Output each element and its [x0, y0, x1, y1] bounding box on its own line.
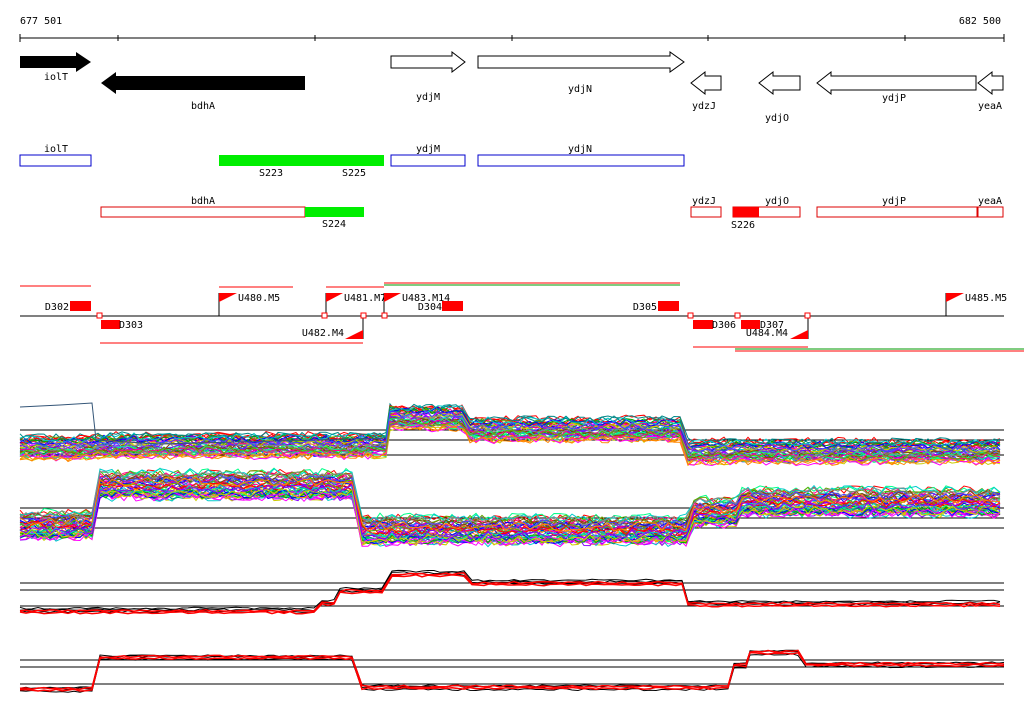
feature-label-D302: D302 — [45, 302, 69, 313]
feature-label-D306: D306 — [712, 320, 736, 331]
feature-U482[interactable] — [345, 330, 363, 339]
minus-box-label-bdhA: bdhA — [191, 196, 215, 207]
feature-D302[interactable] — [70, 301, 91, 311]
segment-S226[interactable] — [733, 207, 759, 217]
gene-label-yeaA: yeaA — [978, 101, 1002, 112]
gene-label-ydjN: ydjN — [568, 84, 592, 95]
feature-D307[interactable] — [741, 320, 760, 329]
segment-S223-S225[interactable] — [219, 155, 384, 166]
minus-box-yeaA[interactable] — [977, 206, 1004, 218]
minus-box-bdhA[interactable] — [100, 206, 306, 218]
gene-label-bdhA: bdhA — [191, 101, 215, 112]
minus-strand-track: bdhA ydzJ ydjO ydjP yeaA S224 S226 — [100, 196, 1004, 231]
gene-label-iolT: iolT — [44, 72, 68, 83]
feature-D303[interactable] — [101, 320, 120, 329]
transcript-feature-track: D302 D303 D304 D305 D306 D307 U480.M5 U4… — [20, 282, 1024, 352]
gene-label-ydjO: ydjO — [765, 113, 789, 124]
feature-label-D304: D304 — [418, 302, 442, 313]
segment-label-S226: S226 — [731, 220, 755, 231]
gene-arrow-yeaA[interactable] — [977, 70, 1004, 96]
minus-box-label-ydjP: ydjP — [882, 196, 906, 207]
minus-box-ydjP[interactable] — [816, 206, 978, 218]
feature-label-U485: U485.M5 — [965, 293, 1007, 304]
feature-D305[interactable] — [658, 301, 679, 311]
segment-label-S223: S223 — [259, 168, 283, 179]
feature-D306[interactable] — [693, 320, 713, 329]
feature-label-U481: U481.M7 — [344, 293, 386, 304]
gene-arrow-iolT[interactable] — [20, 52, 91, 72]
expression-profile-tracks — [19, 402, 1005, 693]
plus-box-label-ydjN: ydjN — [568, 144, 592, 155]
feature-label-D307: D307 — [760, 320, 784, 331]
feature-label-U483: U483.M14 — [402, 293, 450, 304]
minus-box-label-ydzJ: ydzJ — [692, 196, 716, 207]
feature-U483[interactable] — [384, 293, 401, 302]
gene-label-ydjP: ydjP — [882, 93, 906, 104]
ruler-start-label: 677 501 — [20, 16, 62, 27]
plus-box-label-ydjM: ydjM — [416, 144, 440, 155]
feature-label-U480: U480.M5 — [238, 293, 280, 304]
segment-label-S225: S225 — [342, 168, 366, 179]
segment-S224[interactable] — [305, 207, 364, 217]
feature-label-U482: U482.M4 — [302, 328, 344, 339]
plus-box-label-iolT: iolT — [44, 144, 68, 155]
gene-arrow-ydjN[interactable] — [477, 51, 685, 73]
feature-U484[interactable] — [790, 330, 808, 339]
gene-label-ydjM: ydjM — [416, 92, 440, 103]
minus-box-label-yeaA: yeaA — [978, 196, 1002, 207]
feature-U481[interactable] — [326, 293, 343, 302]
feature-D304[interactable] — [442, 301, 463, 311]
gene-arrow-ydzJ[interactable] — [690, 70, 722, 96]
gene-arrow-ydjM[interactable] — [390, 50, 466, 74]
segment-label-S224: S224 — [322, 219, 346, 230]
plus-box-ydjM[interactable] — [390, 154, 466, 167]
gene-annotation-track: iolT bdhA ydjM ydjN ydzJ ydjO ydjP yeaA — [20, 50, 1004, 124]
plus-box-iolT[interactable] — [19, 154, 92, 167]
minus-box-label-ydjO: ydjO — [765, 196, 789, 207]
ruler: 677 501 682 500 — [19, 16, 1005, 42]
plus-strand-track: iolT ydjM ydjN S223 S225 — [19, 144, 685, 179]
feature-label-U484: U484.M4 — [746, 328, 788, 339]
feature-U485[interactable] — [946, 293, 964, 302]
minus-box-ydzJ[interactable] — [690, 206, 722, 218]
plus-box-ydjN[interactable] — [477, 154, 685, 167]
feature-U480[interactable] — [219, 293, 237, 302]
feature-label-D305: D305 — [633, 302, 657, 313]
gene-label-ydzJ: ydzJ — [692, 101, 716, 112]
gene-arrow-bdhA[interactable] — [101, 72, 305, 94]
feature-label-D303: D303 — [119, 320, 143, 331]
gene-arrow-ydjO[interactable] — [758, 70, 801, 96]
ruler-end-label: 682 500 — [959, 16, 1001, 27]
gene-arrow-ydjP[interactable] — [816, 70, 977, 96]
